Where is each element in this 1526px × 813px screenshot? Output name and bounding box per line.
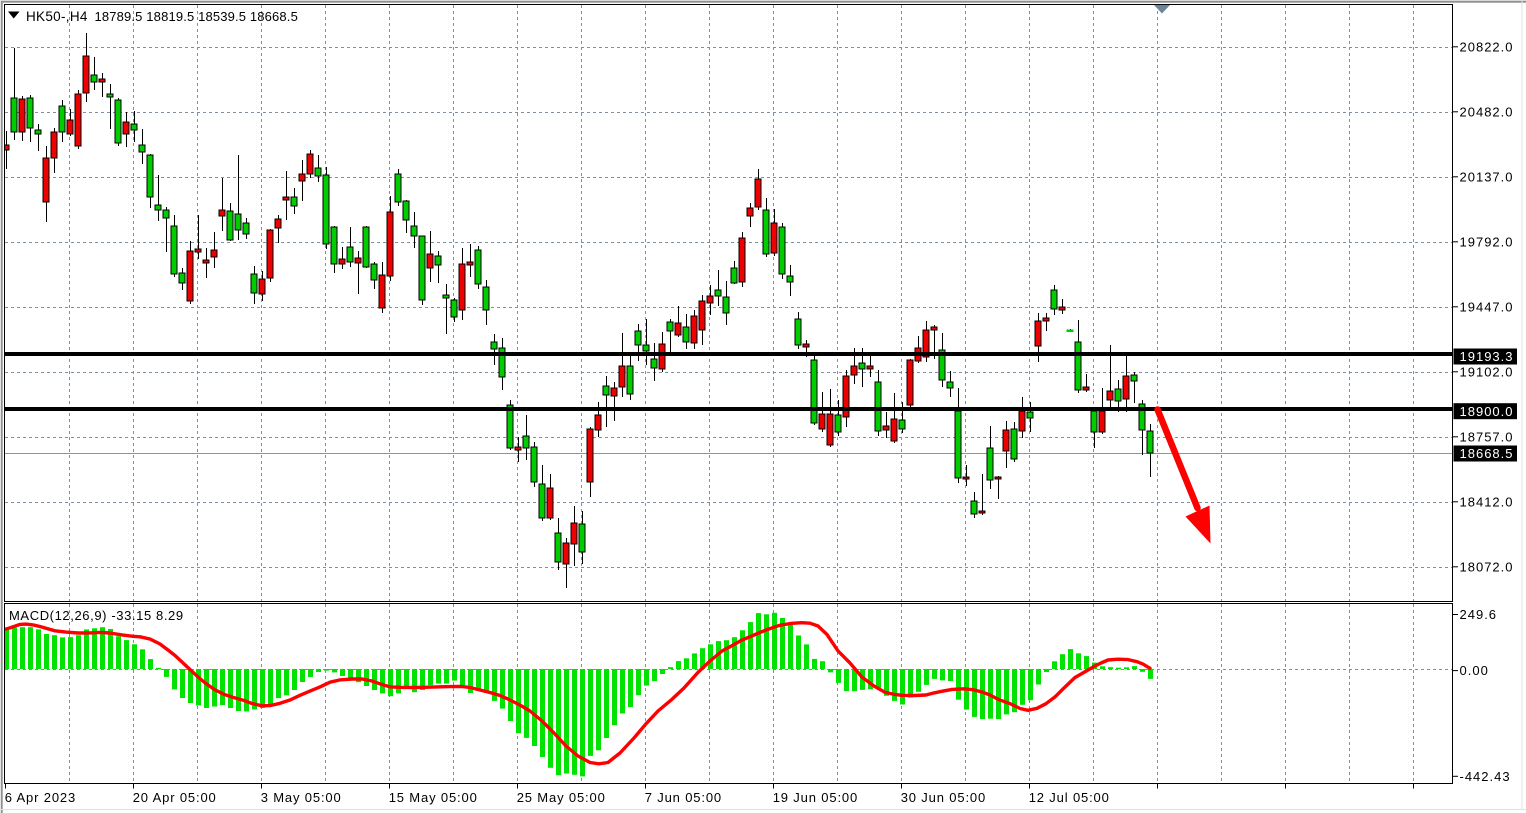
svg-text:25 May 05:00: 25 May 05:00 (517, 790, 606, 805)
svg-text:HK50-,H4: HK50-,H4 (26, 9, 88, 24)
svg-text:-442.43: -442.43 (1460, 769, 1511, 784)
svg-text:249.6: 249.6 (1460, 607, 1498, 622)
svg-text:19792.0: 19792.0 (1460, 234, 1514, 249)
svg-text:18668.5: 18668.5 (1460, 446, 1514, 461)
svg-text:19447.0: 19447.0 (1460, 299, 1514, 314)
svg-text:7 Jun 05:00: 7 Jun 05:00 (645, 790, 722, 805)
svg-text:20822.0: 20822.0 (1460, 39, 1514, 54)
svg-text:18789.5 18819.5 18539.5 18668.: 18789.5 18819.5 18539.5 18668.5 (95, 9, 298, 24)
svg-text:20482.0: 20482.0 (1460, 104, 1514, 119)
svg-text:MACD(12,26,9) -33.15 8.29: MACD(12,26,9) -33.15 8.29 (9, 608, 184, 623)
svg-text:18900.0: 18900.0 (1460, 404, 1514, 419)
svg-text:18072.0: 18072.0 (1460, 559, 1514, 574)
svg-text:18412.0: 18412.0 (1460, 494, 1514, 509)
svg-text:3 May 05:00: 3 May 05:00 (261, 790, 342, 805)
svg-text:0.00: 0.00 (1460, 663, 1489, 678)
svg-text:19193.3: 19193.3 (1460, 349, 1514, 364)
svg-text:6 Apr 2023: 6 Apr 2023 (5, 790, 76, 805)
svg-text:30 Jun 05:00: 30 Jun 05:00 (901, 790, 986, 805)
svg-text:18757.0: 18757.0 (1460, 429, 1514, 444)
svg-text:19 Jun 05:00: 19 Jun 05:00 (773, 790, 858, 805)
svg-text:15 May 05:00: 15 May 05:00 (389, 790, 478, 805)
svg-text:12 Jul 05:00: 12 Jul 05:00 (1029, 790, 1110, 805)
svg-text:19102.0: 19102.0 (1460, 364, 1514, 379)
svg-text:20 Apr 05:00: 20 Apr 05:00 (133, 790, 217, 805)
svg-text:20137.0: 20137.0 (1460, 169, 1514, 184)
